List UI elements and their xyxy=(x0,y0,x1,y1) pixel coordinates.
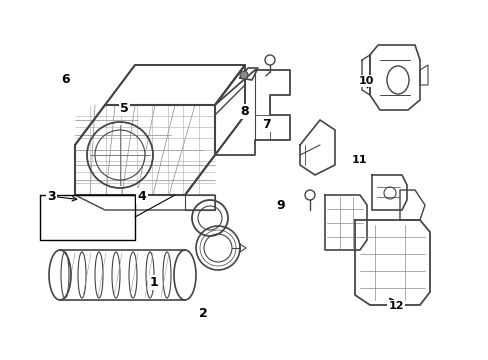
Text: 11: 11 xyxy=(351,155,366,165)
Text: 10: 10 xyxy=(358,76,374,86)
Text: 9: 9 xyxy=(276,199,285,212)
Text: 6: 6 xyxy=(61,73,70,86)
Text: 12: 12 xyxy=(387,301,403,311)
Text: 4: 4 xyxy=(137,190,146,203)
Circle shape xyxy=(240,71,247,79)
Text: 2: 2 xyxy=(198,307,207,320)
Text: 7: 7 xyxy=(262,118,270,131)
Text: 5: 5 xyxy=(120,102,129,114)
Text: 1: 1 xyxy=(149,276,158,289)
Text: 3: 3 xyxy=(47,190,56,203)
Text: 8: 8 xyxy=(240,105,248,118)
